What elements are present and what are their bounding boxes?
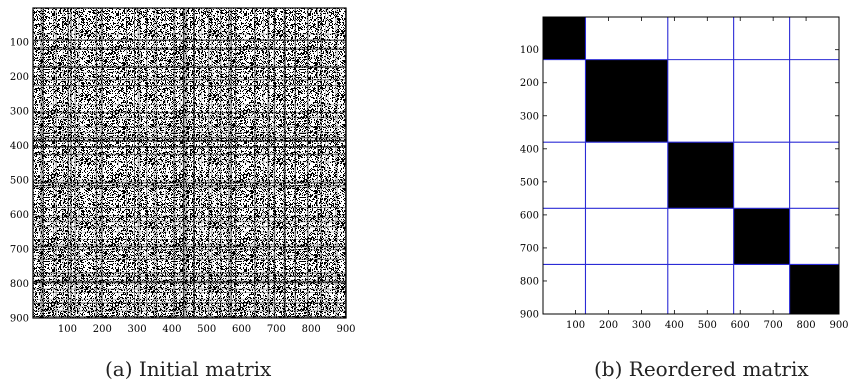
diagonal-block xyxy=(543,17,585,60)
b-y-tick-label: 800 xyxy=(520,276,539,287)
b-x-tick-label: 700 xyxy=(764,320,783,331)
a-y-tick-label: 100 xyxy=(10,38,29,49)
a-y-tick-label: 400 xyxy=(10,141,29,152)
b-x-tick-label: 500 xyxy=(698,320,717,331)
a-x-tick-label: 900 xyxy=(336,324,355,335)
initial-matrix-plot: 100 200 300 400 500 600 700 800 900 100 200 300 400… xyxy=(10,8,356,335)
diagonal-block xyxy=(585,60,667,143)
b-y-tick-label: 400 xyxy=(520,144,539,155)
b-x-tick-label: 800 xyxy=(797,320,816,331)
b-x-tick-label: 900 xyxy=(829,320,848,331)
a-x-tick-label: 200 xyxy=(93,324,112,335)
caption-reordered-matrix: (b) Reordered matrix xyxy=(594,357,809,381)
a-x-tick-label: 700 xyxy=(267,324,286,335)
diagonal-block xyxy=(668,142,734,208)
b-x-tick-label: 100 xyxy=(566,320,585,331)
a-x-tick-label: 800 xyxy=(302,324,321,335)
b-y-tick-label: 600 xyxy=(520,210,539,221)
a-y-tick-label: 800 xyxy=(10,279,29,290)
a-x-tick-label: 600 xyxy=(232,324,251,335)
b-x-tick-label: 200 xyxy=(599,320,618,331)
b-y-tick-label: 300 xyxy=(520,111,539,122)
b-x-tick-label: 600 xyxy=(731,320,750,331)
diagonal-block xyxy=(790,264,839,314)
caption-initial-matrix: (a) Initial matrix xyxy=(105,357,271,381)
b-y-tick-label: 500 xyxy=(520,177,539,188)
a-x-tick-label: 300 xyxy=(128,324,147,335)
diagonal-block xyxy=(734,208,790,264)
b-y-tick-label: 900 xyxy=(520,310,539,321)
a-y-tick-label: 500 xyxy=(10,176,29,187)
b-y-tick-label: 100 xyxy=(520,45,539,56)
a-y-tick-label: 900 xyxy=(10,314,29,325)
a-x-tick-label: 100 xyxy=(58,324,77,335)
a-y-tick-label: 200 xyxy=(10,72,29,83)
a-y-tick-label: 600 xyxy=(10,210,29,221)
a-x-tick-label: 500 xyxy=(197,324,216,335)
a-y-tick-label: 700 xyxy=(10,245,29,256)
initial-matrix-pattern xyxy=(33,8,346,318)
b-x-tick-label: 300 xyxy=(632,320,651,331)
reordered-matrix-plot: 100 200 300 400 500 600 700 800 900 100 200 300 400… xyxy=(520,17,848,331)
a-y-tick-label: 300 xyxy=(10,107,29,118)
b-y-tick-label: 200 xyxy=(520,78,539,89)
a-x-tick-label: 400 xyxy=(162,324,181,335)
b-y-tick-label: 700 xyxy=(520,243,539,254)
b-x-tick-label: 400 xyxy=(665,320,684,331)
